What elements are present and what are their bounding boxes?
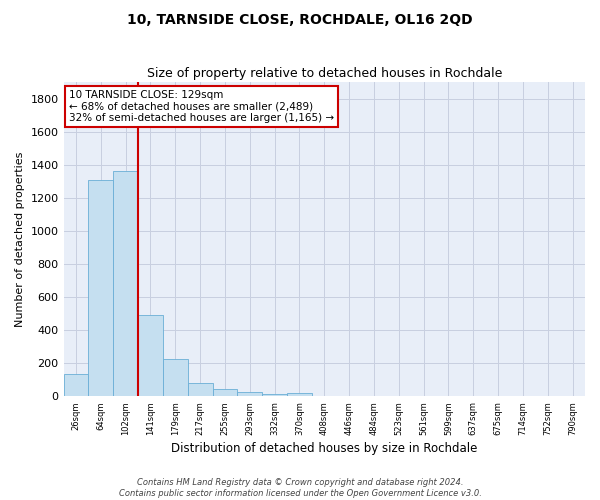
Bar xyxy=(163,359,188,396)
Text: Contains HM Land Registry data © Crown copyright and database right 2024.
Contai: Contains HM Land Registry data © Crown c… xyxy=(119,478,481,498)
Bar xyxy=(64,374,88,396)
X-axis label: Distribution of detached houses by size in Rochdale: Distribution of detached houses by size … xyxy=(171,442,478,455)
Bar xyxy=(287,393,312,396)
Bar xyxy=(113,172,138,396)
Text: 10, TARNSIDE CLOSE, ROCHDALE, OL16 2QD: 10, TARNSIDE CLOSE, ROCHDALE, OL16 2QD xyxy=(127,12,473,26)
Bar xyxy=(188,383,212,396)
Bar xyxy=(238,392,262,396)
Bar xyxy=(262,394,287,396)
Bar xyxy=(88,180,113,396)
Y-axis label: Number of detached properties: Number of detached properties xyxy=(15,152,25,327)
Bar xyxy=(212,389,238,396)
Text: 10 TARNSIDE CLOSE: 129sqm
← 68% of detached houses are smaller (2,489)
32% of se: 10 TARNSIDE CLOSE: 129sqm ← 68% of detac… xyxy=(69,90,334,123)
Title: Size of property relative to detached houses in Rochdale: Size of property relative to detached ho… xyxy=(146,66,502,80)
Bar xyxy=(138,315,163,396)
